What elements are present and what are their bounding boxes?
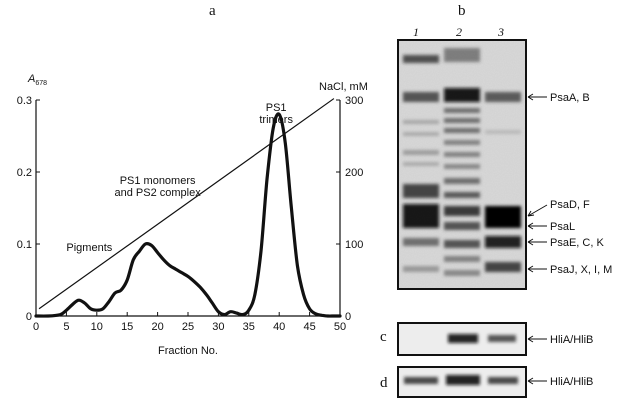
- x-tick-label: 45: [303, 321, 315, 333]
- chart-annotation: PS1 monomers: [120, 175, 196, 187]
- absorbance-line: [34, 112, 342, 318]
- band-label-psajxim: PsaJ, X, I, M: [550, 264, 612, 276]
- lane-label-1: 1: [413, 25, 419, 39]
- panel-label-a: a: [209, 3, 216, 19]
- band-label-psaeck: PsaE, C, K: [550, 237, 604, 249]
- lane-3-bands: [485, 92, 521, 272]
- x-tick-label: 10: [91, 321, 103, 333]
- panel-label-c: c: [380, 329, 387, 345]
- y-axis-title-main: A: [27, 73, 35, 85]
- blot-d-arrow: [527, 377, 547, 385]
- gel-panel-b: b 1 2 3: [397, 3, 612, 290]
- x-tick-label: 15: [121, 321, 133, 333]
- y2-tick-label: 0: [345, 311, 351, 323]
- chart-annotation: trimers: [259, 114, 293, 126]
- x-axis-title: Fraction No.: [158, 345, 218, 357]
- panel-label-d: d: [380, 375, 388, 391]
- x-tick-label: 5: [63, 321, 69, 333]
- y2-tick-label: 100: [345, 239, 363, 251]
- lane-label-2: 2: [456, 25, 462, 39]
- x-tick-label: 30: [212, 321, 224, 333]
- y-tick-label: 0.2: [17, 167, 32, 179]
- band-label-psal: PsaL: [550, 221, 575, 233]
- y-axis-title-sub: 678: [35, 80, 47, 87]
- lane-2-bands: [444, 48, 480, 276]
- x-tick-label: 40: [273, 321, 285, 333]
- gel-b-arrows: [527, 93, 548, 273]
- blot-c-bands: [448, 334, 516, 343]
- band-label-hli-d: HliA/HliB: [550, 376, 593, 388]
- gel-b-frame: [397, 39, 527, 290]
- chart-annotation: PS1: [266, 102, 287, 114]
- x-tick-label: 20: [151, 321, 163, 333]
- y-tick-label: 0.3: [17, 95, 32, 107]
- y-tick-label: 0.1: [17, 239, 32, 251]
- lane-1-bands: [403, 55, 439, 272]
- blot-d-bands: [404, 375, 518, 385]
- blot-panel-d: d HliA/HliB: [380, 366, 593, 398]
- y2-tick-label: 300: [345, 95, 363, 107]
- y2-tick-label: 200: [345, 167, 363, 179]
- band-label-psaab: PsaA, B: [550, 92, 590, 104]
- chart-annotation: and PS2 complex: [114, 187, 201, 199]
- y-axis-title: A678: [27, 73, 47, 87]
- band-label-psadf: PsaD, F: [550, 199, 590, 211]
- blot-c-frame: [397, 322, 527, 356]
- blot-c-arrow: [527, 335, 547, 343]
- blot-panel-c: c HliA/HliB: [380, 322, 593, 356]
- y2-ticks: 0 100 200 300: [336, 95, 363, 323]
- x-ticks: 0 5 10 15 20 25 30 35 40 45 50: [33, 312, 346, 333]
- y-tick-label: 0: [26, 311, 32, 323]
- x-tick-label: 25: [182, 321, 194, 333]
- panel-label-b: b: [458, 3, 466, 19]
- y2-axis-title: NaCl, mM: [319, 81, 368, 93]
- chromatography-chart: a A678 NaCl, mM Fraction No. 0 5 10 15 20 25 3…: [17, 3, 368, 357]
- x-tick-label: 35: [243, 321, 255, 333]
- x-tick-label: 50: [334, 321, 346, 333]
- x-tick-label: 0: [33, 321, 39, 333]
- blot-d-frame: [397, 366, 527, 398]
- lane-label-3: 3: [497, 25, 504, 39]
- band-label-hli-c: HliA/HliB: [550, 334, 593, 346]
- y-ticks: 0 0.1 0.2 0.3: [17, 95, 40, 323]
- chart-annotation: Pigments: [66, 242, 112, 254]
